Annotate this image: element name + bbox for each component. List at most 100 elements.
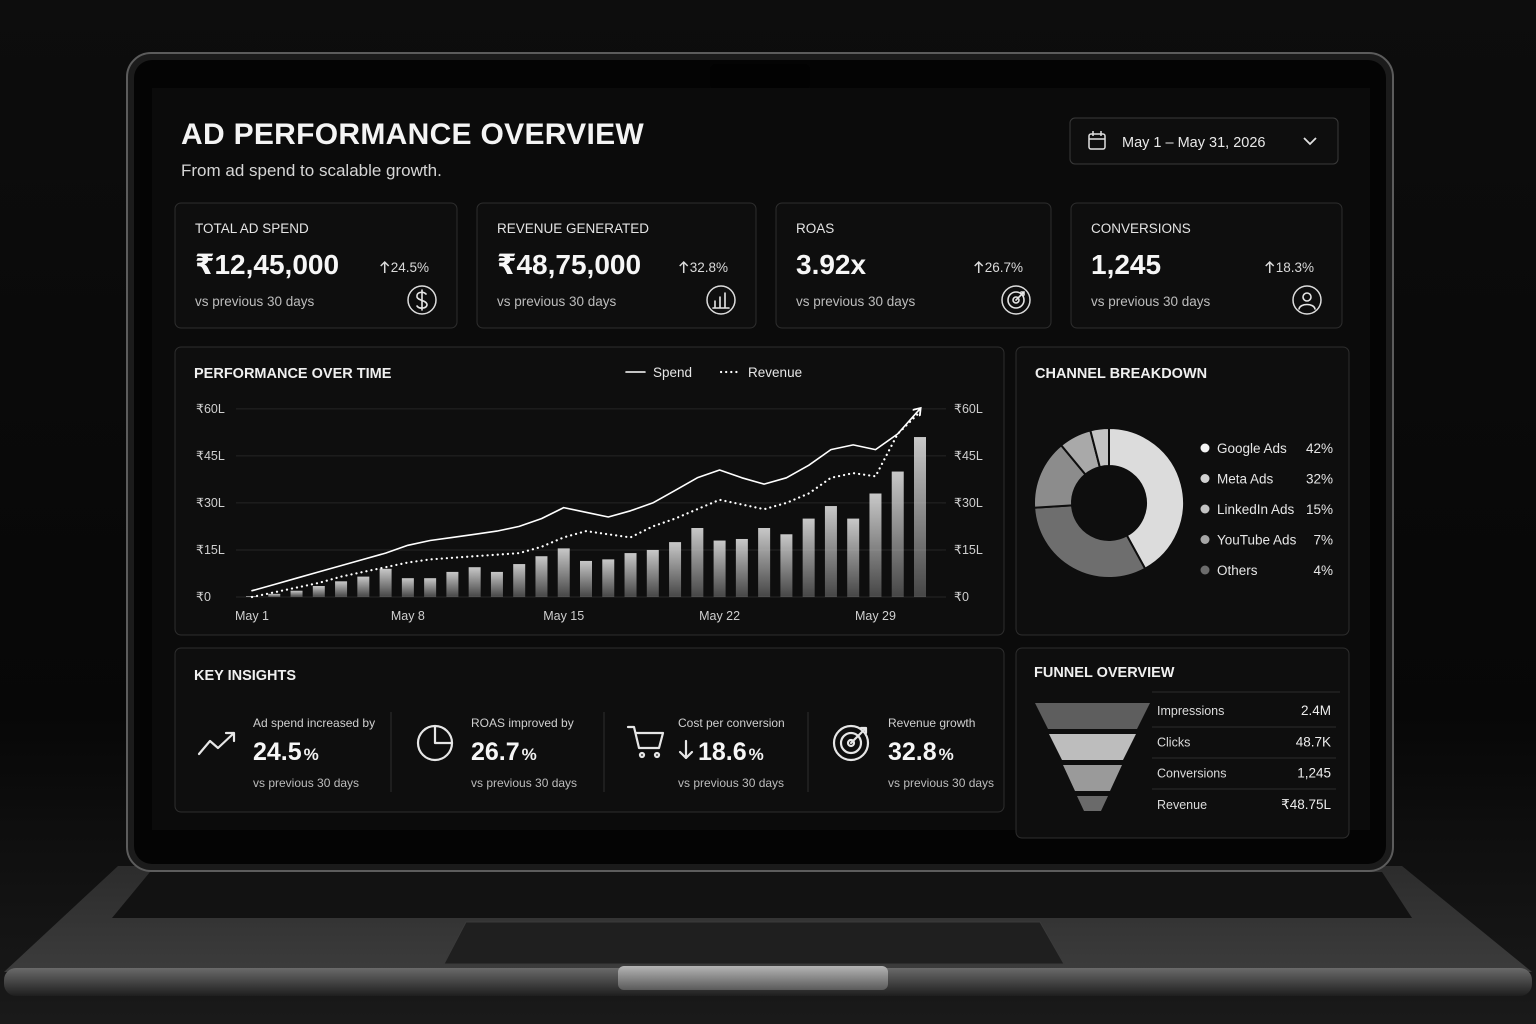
up-arrow-icon [1265,260,1275,273]
page-subtitle: From ad spend to scalable growth. [181,161,442,180]
kpi-card [1070,202,1343,329]
kpi-value: ₹48,75,000 [497,249,641,280]
kpi-change: 24.5% [391,260,429,275]
up-arrow-icon [679,260,689,273]
kpi-icon [1298,292,1316,310]
funnel-label: Impressions [1157,704,1224,718]
laptop-notch [618,966,888,990]
panel-title: CHANNEL BREAKDOWN [1035,366,1207,382]
funnel-value: 48.7K [1296,734,1331,749]
date-picker-box[interactable] [1069,117,1339,165]
funnel-stage [1077,796,1108,811]
y2-tick-label: ₹15L [954,543,983,557]
kpi-value: 3.92x [796,249,866,280]
legend-label: Meta Ads [1217,472,1274,487]
kpi-label: TOTAL AD SPEND [195,221,309,236]
x-tick-label: May 8 [391,609,425,623]
y-tick-label: ₹60L [196,402,225,416]
kpi-icon-ring [407,285,437,315]
insight-value: 18.6% [698,738,764,766]
legend-label: Revenue [748,365,802,380]
kpi-value: 1,245 [1091,249,1161,280]
panel-title: KEY INSIGHTS [194,668,296,684]
x-tick-label: May 1 [235,609,269,623]
funnel-label: Revenue [1157,798,1207,812]
pie-slice [1089,426,1110,469]
insights-panel [174,647,1005,813]
pie-slice [1108,426,1185,571]
bar [357,576,370,597]
bar [758,528,771,597]
insight-unit: % [939,745,954,764]
legend-label: YouTube Ads [1217,533,1297,548]
kpi-card [476,202,757,329]
trend-icon [197,731,236,756]
bar [290,590,303,597]
bar [535,556,548,597]
legend-label: LinkedIn Ads [1217,502,1295,517]
up-arrow-icon [380,260,390,273]
funnel-stage [1063,765,1122,791]
line-series [250,410,922,599]
cart-icon [626,725,665,759]
bar [513,564,526,597]
kpi-label: ROAS [796,221,834,236]
pie-slice [1033,504,1147,579]
insight-unit: % [304,745,319,764]
insight-note: vs previous 30 days [888,776,994,790]
down-arrow-icon [678,739,694,760]
insight-value: 26.7% [471,738,537,766]
insight-note: vs previous 30 days [471,776,577,790]
legend-label: Google Ads [1217,441,1287,456]
bar [869,493,882,597]
bar [713,540,726,597]
kpi-icon [1007,291,1025,309]
page-title: AD PERFORMANCE OVERVIEW [181,118,644,151]
kpi-change: 32.8% [690,260,728,275]
insight-unit: % [749,745,764,764]
kpi-label: REVENUE GENERATED [497,221,649,236]
kpi-note: vs previous 30 days [195,294,315,309]
bar [268,593,281,597]
kpi-card [174,202,458,329]
pie-value-label: 7% [1313,533,1333,548]
insight-note: vs previous 30 days [678,776,784,790]
line-series [251,409,920,592]
calendar-icon [1088,131,1106,150]
insight-number: 24.5 [253,738,302,766]
kpi-icon-ring [706,285,736,315]
funnel-label: Clicks [1157,735,1190,749]
insight-number: 26.7 [471,738,520,766]
pie-value-label: 4% [1313,563,1333,578]
date-range[interactable]: May 1 – May 31, 2026 [1122,135,1265,151]
insight-value: 32.8% [888,738,954,766]
date-picker[interactable]: May 1 – May 31, 2026 [1069,117,1339,165]
bar [312,586,325,597]
bar [557,548,570,597]
insight-number: 18.6 [698,738,747,766]
kpi-value: ₹12,45,000 [195,249,339,280]
kpi-card [775,202,1052,329]
insight-label: Cost per conversion [678,716,785,730]
up-arrow-icon [974,260,984,273]
kpi-icon [712,292,730,309]
bar [847,518,860,597]
legend-label: Spend [653,365,692,380]
insight-label: ROAS improved by [471,716,574,730]
insight-icons [197,724,870,762]
bar [424,578,437,597]
insight-unit: % [522,745,537,764]
funnel-value: 1,245 [1297,766,1331,781]
y2-tick-label: ₹45L [954,449,983,463]
pie-value-label: 32% [1306,472,1333,487]
bar [735,538,748,597]
bar [401,578,414,597]
trackpad [443,921,1065,965]
y2-tick-label: ₹0 [954,590,969,604]
bar [468,567,481,597]
bar [669,542,682,597]
keyboard [112,872,1412,918]
legend-dot [1200,504,1210,514]
